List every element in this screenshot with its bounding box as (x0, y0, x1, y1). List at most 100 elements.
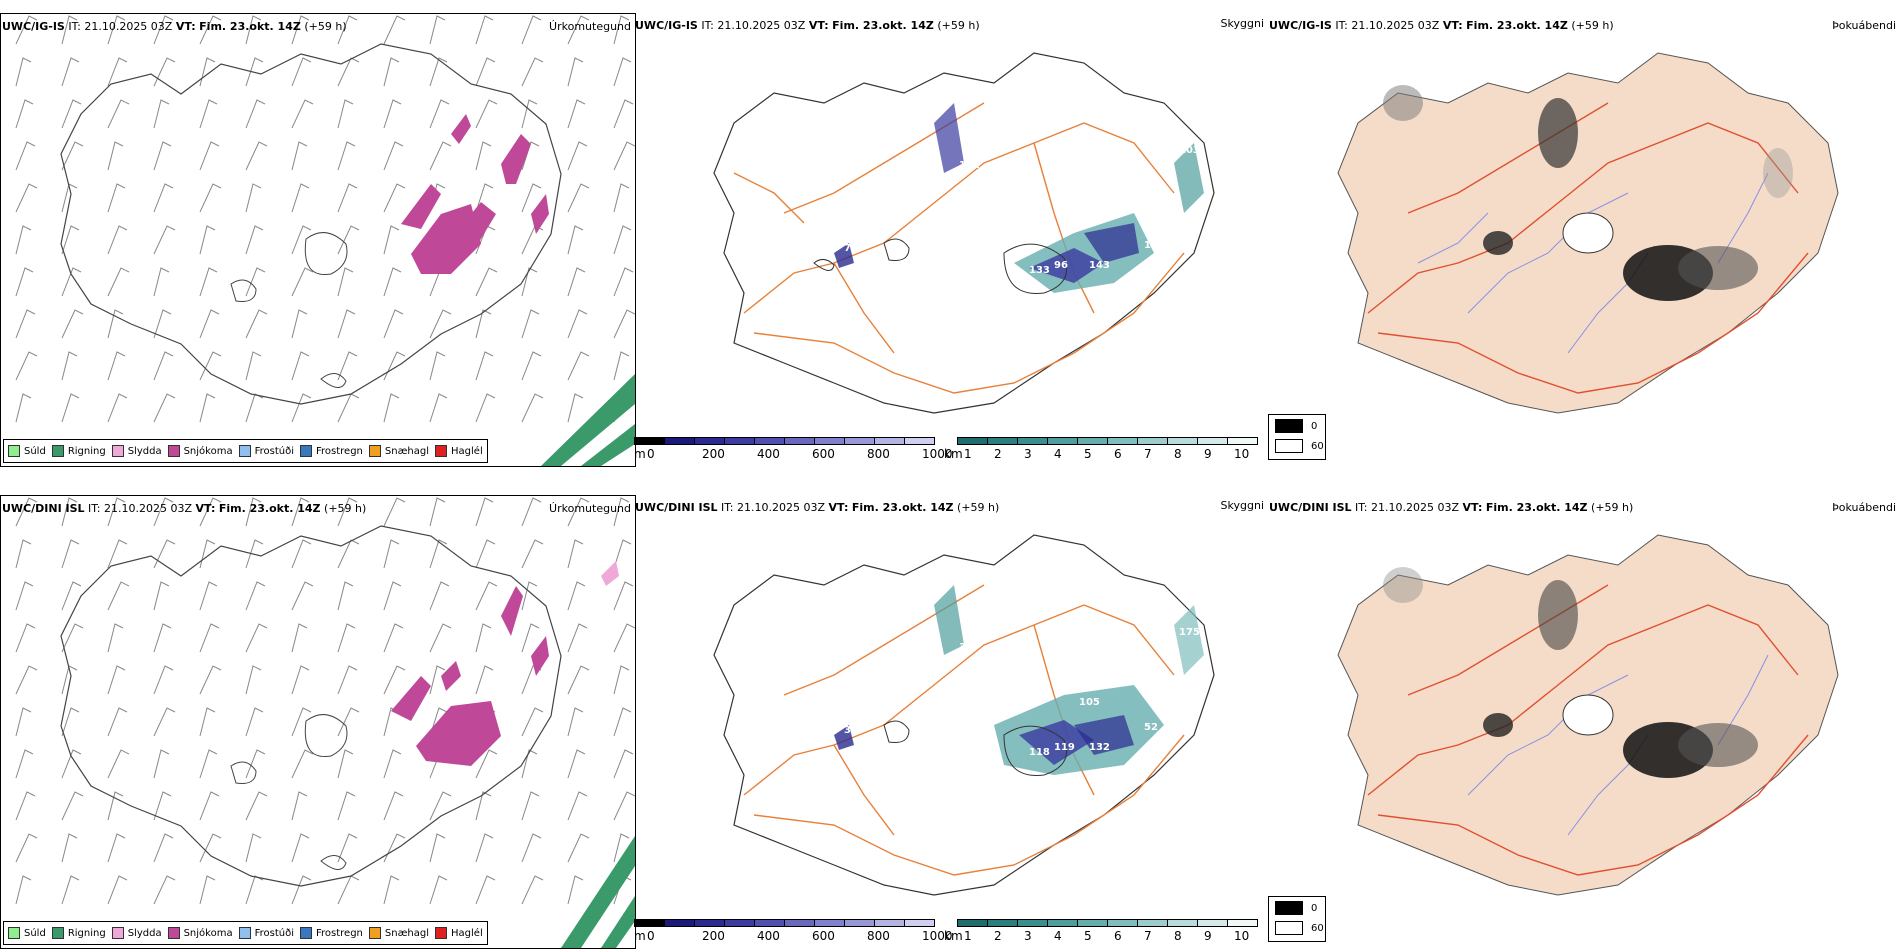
wind-barb (245, 749, 266, 779)
wind-barb (383, 749, 402, 779)
wind-barb (245, 309, 268, 339)
wind-barb (337, 665, 358, 695)
wind-barb (107, 225, 128, 255)
fog-low-swatch (1275, 921, 1303, 935)
wind-barb (383, 791, 404, 821)
wind-barb (199, 791, 220, 821)
wind-barb (153, 623, 172, 653)
wind-barb (291, 183, 310, 213)
wind-barb (245, 833, 262, 863)
visibility-value-label: 105 (1079, 697, 1100, 708)
wind-barb (199, 665, 222, 695)
wind-barb (61, 497, 78, 527)
wind-barb (291, 309, 308, 339)
wind-barb (613, 539, 632, 569)
colorbar-tick: 5 (1084, 929, 1092, 943)
fog-map-row1 (1337, 52, 1839, 414)
legend-item-slydda: Slydda (111, 445, 162, 457)
wind-barb (567, 539, 584, 569)
wind-barb (475, 749, 498, 779)
wind-barb (61, 57, 80, 87)
wind-barb (15, 749, 34, 779)
colorbar-tick: 6 (1114, 929, 1122, 943)
wind-barb (291, 539, 312, 569)
legend-label: Snjókoma (183, 445, 233, 457)
colorbar-tick: 1 (964, 929, 972, 943)
colorbar-tick: 9 (1204, 447, 1212, 461)
legend-swatch (8, 445, 20, 457)
wind-barb (107, 707, 128, 737)
title-row1-mid: Skyggni (1220, 17, 1264, 30)
wind-barb (291, 57, 312, 87)
wind-barb (521, 393, 544, 423)
wind-barb (15, 581, 34, 611)
wind-barb (429, 393, 448, 423)
colorbar-cell (694, 437, 724, 445)
colorbar-tick: 2 (994, 447, 1002, 461)
wind-barb (567, 623, 588, 653)
wind-barb (245, 791, 268, 821)
colorbar-unit: km (944, 447, 963, 461)
legend-swatch (8, 927, 20, 939)
legend-swatch (368, 445, 381, 457)
fog-panel-row1: UWC/IG-IS IT: 21.10.2025 03Z VT: Fim. 23… (1268, 13, 1900, 465)
wind-barb (383, 497, 406, 527)
wind-barb (521, 707, 544, 737)
ceiling-ticks-row2: m 0 200 400 600 800 1000 (634, 929, 953, 943)
wind-barb (337, 833, 358, 863)
wind-barb (613, 749, 634, 779)
wind-barb (475, 875, 496, 905)
legend-swatch (435, 927, 448, 939)
wind-barb (429, 99, 450, 129)
wind-barb (107, 497, 126, 527)
visibility-ticks-row1: km 1 2 3 4 5 6 7 8 9 10 (944, 447, 1256, 461)
wind-barb (475, 497, 494, 527)
wind-barb (107, 141, 124, 171)
wind-barb (521, 833, 542, 863)
colorbar-tick: 1000 (922, 929, 953, 943)
glacier-outlines (230, 714, 348, 870)
colorbar-cell (957, 919, 987, 927)
fog-low-label: 60 (1311, 440, 1324, 452)
wind-barb (15, 497, 38, 527)
wind-barb (521, 351, 542, 381)
fog-panel-row2: UWC/DINI ISL IT: 21.10.2025 03Z VT: Fim.… (1268, 495, 1900, 947)
wind-barb (199, 539, 216, 569)
wind-barb (383, 875, 400, 905)
wind-barb (567, 581, 586, 611)
colorbar-cell (1227, 437, 1258, 445)
wind-barb (429, 539, 448, 569)
colorbar-tick: 0 (647, 929, 655, 943)
wind-barb (245, 99, 266, 129)
wind-barb (199, 267, 218, 297)
wind-barb (199, 57, 216, 87)
colorbar-cell (664, 437, 694, 445)
wind-barb (15, 539, 32, 569)
wind-barb (153, 141, 172, 171)
wind-barb (337, 183, 358, 213)
wind-barb (521, 749, 538, 779)
colorbar-cell (1017, 919, 1047, 927)
wind-barb (613, 309, 635, 339)
colorbar-tick: 4 (1054, 447, 1062, 461)
precip-legend-row1: Súld Rigning Slydda Snjókoma Frostúði Frostre… (3, 439, 488, 463)
visibility-value-label: 143 (1089, 260, 1110, 271)
wind-barb (521, 99, 538, 129)
wind-barb (291, 267, 314, 297)
wind-barb (613, 497, 630, 527)
legend-label: Súld (24, 445, 46, 457)
wind-barb (61, 225, 80, 255)
colorbar-cell (844, 919, 874, 927)
wind-barb (153, 833, 174, 863)
colorbar-cell (754, 437, 784, 445)
wind-barb (61, 99, 82, 129)
wind-barb (383, 623, 404, 653)
visibility-map-row2: 118 119 132 105 175 32 33 52 (713, 534, 1215, 896)
wind-barb (383, 57, 400, 87)
fog-map-row2 (1337, 534, 1839, 896)
wind-barb (429, 581, 450, 611)
wind-barb (337, 309, 356, 339)
legend-swatch (111, 445, 124, 457)
road-network (733, 102, 1185, 394)
title-row1-left: Úrkomutegund (549, 20, 631, 33)
